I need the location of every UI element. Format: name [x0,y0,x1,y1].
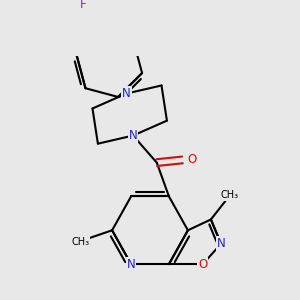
Text: N: N [217,237,225,250]
Text: N: N [122,87,131,100]
Text: CH₃: CH₃ [220,190,238,200]
Text: CH₃: CH₃ [71,237,89,247]
Text: O: O [187,153,196,167]
Text: F: F [80,0,86,11]
Text: O: O [198,258,207,271]
Text: N: N [127,258,135,271]
Text: N: N [127,258,135,271]
Text: N: N [129,129,137,142]
